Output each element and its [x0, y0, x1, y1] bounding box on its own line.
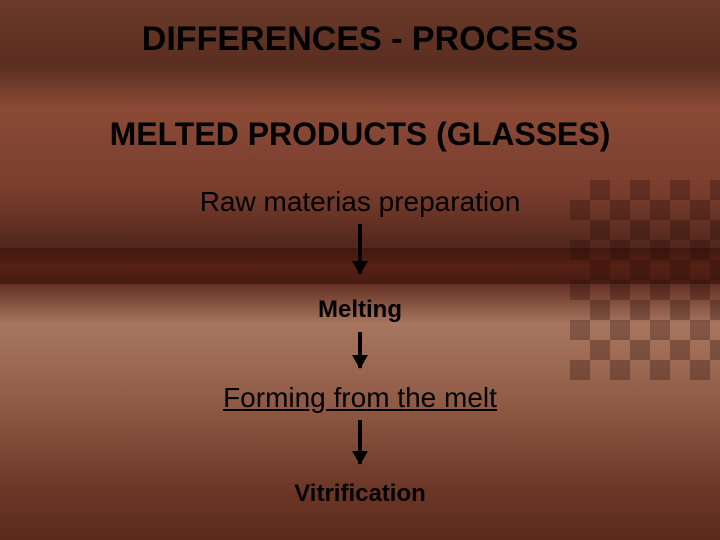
flow-step-4: Vitrification — [0, 480, 720, 508]
flow-step-3: Forming from the melt — [0, 382, 720, 414]
slide: DIFFERENCES - PROCESS MELTED PRODUCTS (G… — [0, 0, 720, 540]
flow-arrow-icon — [358, 224, 362, 274]
flow-arrow-icon — [358, 420, 362, 464]
flow-step-1: Raw materias preparation — [0, 186, 720, 218]
flow-step-2: Melting — [0, 296, 720, 324]
slide-subtitle: MELTED PRODUCTS (GLASSES) — [0, 116, 720, 153]
slide-title: DIFFERENCES - PROCESS — [0, 20, 720, 59]
flow-arrow-icon — [358, 332, 362, 368]
